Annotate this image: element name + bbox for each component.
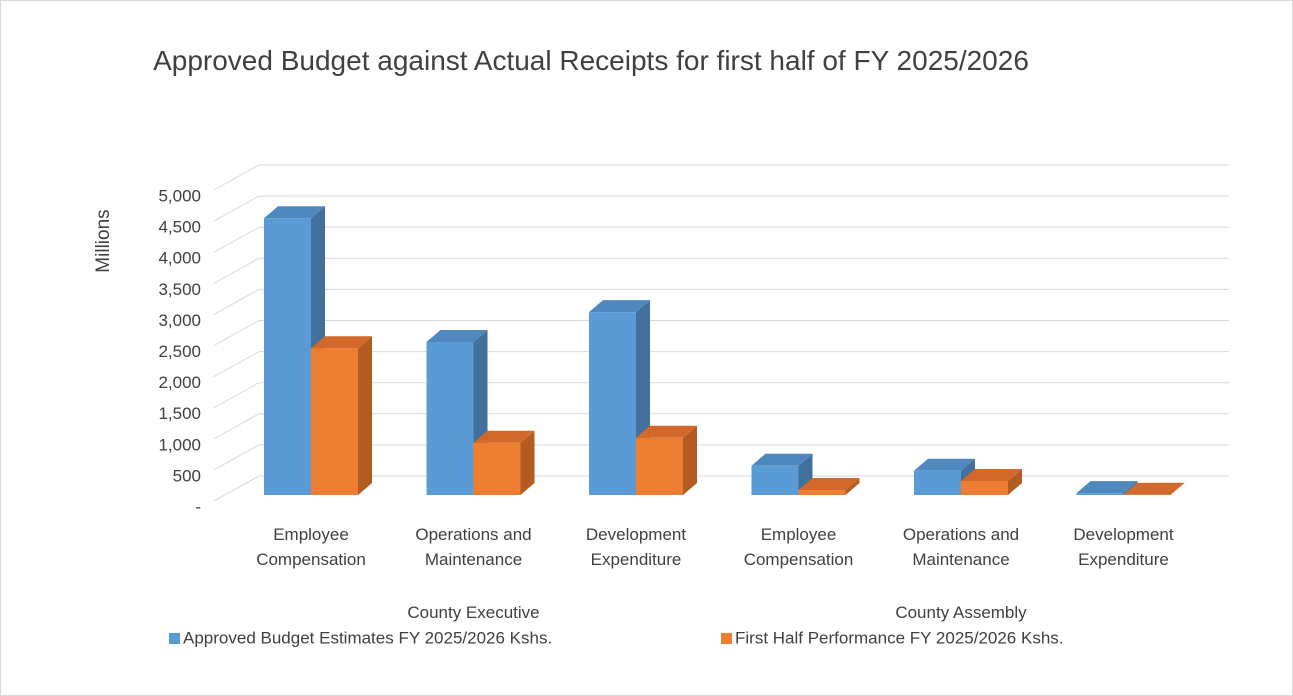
bar bbox=[961, 469, 1022, 495]
wall-grid-line bbox=[213, 288, 260, 315]
bar-top bbox=[914, 458, 975, 471]
wall-grid-line bbox=[213, 382, 260, 409]
legend-swatch bbox=[169, 633, 180, 644]
bar bbox=[1076, 481, 1138, 495]
x-tick-label: Development Expenditure bbox=[1073, 525, 1174, 569]
bar-top bbox=[1123, 482, 1185, 495]
group-label: County Executive bbox=[407, 603, 540, 622]
bar-front bbox=[311, 348, 358, 495]
bar-top bbox=[636, 425, 697, 438]
bar bbox=[636, 425, 697, 495]
wall-grid-line bbox=[213, 195, 260, 222]
bar-top bbox=[311, 336, 372, 349]
bar-side bbox=[358, 336, 372, 495]
y-tick-label: 2,000 bbox=[158, 373, 201, 392]
bar-front bbox=[961, 481, 1008, 495]
bar-side bbox=[1008, 469, 1022, 495]
y-axis-label: Millions bbox=[93, 209, 114, 272]
y-tick-label: 4,000 bbox=[158, 249, 201, 268]
bar-front bbox=[914, 470, 961, 495]
x-tick-label: Employee Compensation bbox=[743, 525, 854, 569]
bar-front bbox=[798, 490, 846, 495]
bar-side bbox=[683, 425, 697, 495]
bar-top bbox=[961, 469, 1022, 482]
group-label: County Assembly bbox=[895, 603, 1027, 622]
bar bbox=[473, 430, 535, 495]
bar-front bbox=[589, 312, 636, 495]
bar-front bbox=[1076, 493, 1124, 495]
y-tick-label: 3,000 bbox=[158, 311, 201, 330]
wall-grid-line bbox=[213, 413, 260, 440]
wall-grid-line bbox=[213, 444, 260, 471]
bar-side bbox=[520, 430, 535, 495]
bar bbox=[1123, 482, 1185, 495]
bar-side bbox=[1170, 482, 1185, 495]
y-tick-label: 1,500 bbox=[158, 404, 201, 423]
wall-grid-line bbox=[213, 351, 260, 378]
x-tick-label: Operations and Maintenance bbox=[415, 525, 532, 569]
y-tick-label: 3,500 bbox=[158, 280, 201, 299]
bar-front bbox=[473, 442, 521, 495]
y-tick-label: 5,000 bbox=[158, 186, 201, 205]
bar-front bbox=[426, 341, 474, 495]
wall-grid-line bbox=[213, 257, 260, 284]
bar-top bbox=[473, 430, 535, 443]
bar-side bbox=[845, 478, 860, 495]
bar bbox=[311, 336, 372, 495]
legend-label: Approved Budget Estimates FY 2025/2026 K… bbox=[183, 628, 552, 647]
bar-top bbox=[589, 300, 650, 313]
wall-grid-line bbox=[213, 164, 260, 191]
chart-title: Approved Budget against Actual Receipts … bbox=[153, 45, 1029, 76]
y-tick-label: - bbox=[195, 497, 201, 516]
bar-front bbox=[264, 218, 311, 495]
bar-top bbox=[426, 329, 488, 342]
y-tick-label: 1,000 bbox=[158, 435, 201, 454]
floor-edge bbox=[213, 475, 260, 502]
x-tick-label: Development Expenditure bbox=[585, 525, 687, 569]
x-tick-label: Operations and Maintenance bbox=[902, 525, 1020, 569]
y-tick-label: 4,500 bbox=[158, 218, 201, 237]
y-tick-label: 2,500 bbox=[158, 342, 201, 361]
bar-front bbox=[636, 437, 683, 495]
bar-top bbox=[264, 206, 325, 219]
wall-grid-line bbox=[213, 320, 260, 346]
bar-front bbox=[751, 465, 799, 495]
legend-label: First Half Performance FY 2025/2026 Kshs… bbox=[735, 628, 1064, 647]
legend-swatch bbox=[721, 633, 732, 644]
x-tick-label: Employee Compensation bbox=[256, 525, 366, 569]
wall-grid-line bbox=[213, 226, 260, 253]
bar-top bbox=[1076, 481, 1138, 494]
bar bbox=[798, 478, 860, 495]
bar-top bbox=[798, 478, 860, 491]
bar-top bbox=[751, 453, 813, 466]
bar-side bbox=[1123, 481, 1138, 495]
y-tick-label: 500 bbox=[173, 466, 201, 485]
